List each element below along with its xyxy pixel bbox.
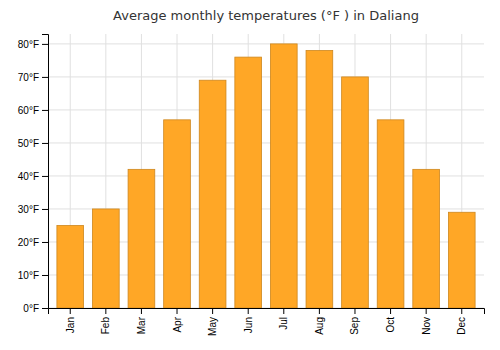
x-tick: Mar — [136, 308, 147, 334]
y-tick-mark — [42, 110, 48, 111]
y-tick-mark — [42, 176, 48, 177]
x-tick-label: Apr — [172, 316, 183, 332]
x-tick-label: Dec — [456, 317, 467, 335]
x-tick: Jun — [243, 308, 254, 333]
y-tick: 20°F — [18, 237, 48, 248]
y-tick-mark — [42, 44, 48, 45]
y-tick-label: 50°F — [18, 138, 39, 149]
bar — [92, 209, 119, 308]
x-tick-label: Feb — [100, 317, 111, 335]
y-tick-mark — [42, 308, 48, 309]
bar — [199, 80, 226, 308]
y-tick: 10°F — [18, 270, 48, 281]
x-tick: Aug — [314, 308, 325, 335]
y-tick-label: 0°F — [23, 303, 39, 314]
y-grid-line — [48, 142, 484, 143]
y-tick-label: 70°F — [18, 72, 39, 83]
x-tick-label: Aug — [314, 317, 325, 335]
x-tick-mark — [248, 308, 249, 314]
bar — [235, 57, 262, 308]
y-grid-line — [48, 76, 484, 77]
y-grid-line — [48, 43, 484, 44]
x-tick-mark — [319, 308, 320, 314]
x-tick: Oct — [385, 308, 396, 333]
y-grid-line — [48, 109, 484, 110]
y-tick: 80°F — [18, 39, 48, 50]
x-tick-label: Jul — [278, 317, 289, 330]
bar — [306, 51, 333, 308]
y-axis: 0°F 10°F 20°F 30°F 40°F 50°F 60°F 70°F 80°F — [18, 35, 49, 314]
y-tick-label: 80°F — [18, 39, 39, 50]
y-tick-label: 20°F — [18, 237, 39, 248]
y-tick: 70°F — [18, 72, 48, 83]
y-tick-label: 60°F — [18, 105, 39, 116]
x-tick: Apr — [172, 308, 183, 333]
y-tick-label: 10°F — [18, 270, 39, 281]
bar — [377, 120, 404, 308]
y-tick: 60°F — [18, 105, 48, 116]
x-tick-mark — [283, 308, 284, 314]
plot: Jan Feb Mar Apr May Jun Jul Aug Sep Oct Nov Dec 0°F 1… — [18, 34, 485, 336]
x-tick-mark — [141, 308, 142, 314]
y-tick-mark — [42, 77, 48, 78]
y-tick-mark — [42, 275, 48, 276]
bar — [57, 225, 84, 308]
x-tick-mark — [354, 308, 355, 314]
bar — [128, 169, 155, 308]
x-tick-label: Oct — [385, 317, 396, 333]
x-tick: May — [207, 308, 218, 336]
x-axis: Jan Feb Mar Apr May Jun Jul Aug Sep Oct Nov Dec — [49, 308, 485, 336]
x-tick-label: Sep — [349, 317, 360, 335]
bar — [164, 120, 191, 308]
y-tick-mark — [42, 143, 48, 144]
bar — [342, 77, 369, 308]
y-tick: 40°F — [18, 171, 48, 182]
bar — [270, 44, 297, 308]
x-tick: Jul — [278, 308, 289, 330]
y-tick-mark — [42, 242, 48, 243]
x-tick-label: May — [207, 317, 218, 336]
y-tick-label: 30°F — [18, 204, 39, 215]
x-tick-label: Jan — [65, 317, 76, 333]
y-axis-line — [42, 35, 49, 309]
y-tick: 30°F — [18, 204, 48, 215]
x-tick-mark — [70, 308, 71, 314]
x-tick: Nov — [421, 308, 432, 335]
y-tick-label: 40°F — [18, 171, 39, 182]
x-tick-mark — [177, 308, 178, 314]
x-tick-mark — [426, 308, 427, 314]
x-tick-mark — [105, 308, 106, 314]
x-tick: Sep — [349, 308, 360, 335]
x-tick-label: Nov — [421, 317, 432, 335]
x-tick-mark — [461, 308, 462, 314]
x-axis-line — [49, 309, 485, 315]
y-tick: 0°F — [23, 303, 48, 314]
bar — [413, 169, 440, 308]
x-tick: Feb — [100, 308, 111, 334]
x-tick-label: Jun — [243, 317, 254, 333]
chart: Jan Feb Mar Apr May Jun Jul Aug Sep Oct Nov Dec 0°F 1… — [0, 0, 500, 350]
y-tick-mark — [42, 209, 48, 210]
grid — [48, 34, 484, 308]
x-tick-mark — [390, 308, 391, 314]
bar — [448, 212, 475, 308]
bars — [57, 44, 475, 308]
x-tick-mark — [212, 308, 213, 314]
y-tick: 50°F — [18, 138, 48, 149]
x-tick: Dec — [456, 308, 467, 335]
x-tick: Jan — [65, 308, 76, 333]
x-tick-label: Mar — [136, 316, 147, 334]
title: Average monthly temperatures (°F ) in Da… — [113, 8, 419, 23]
